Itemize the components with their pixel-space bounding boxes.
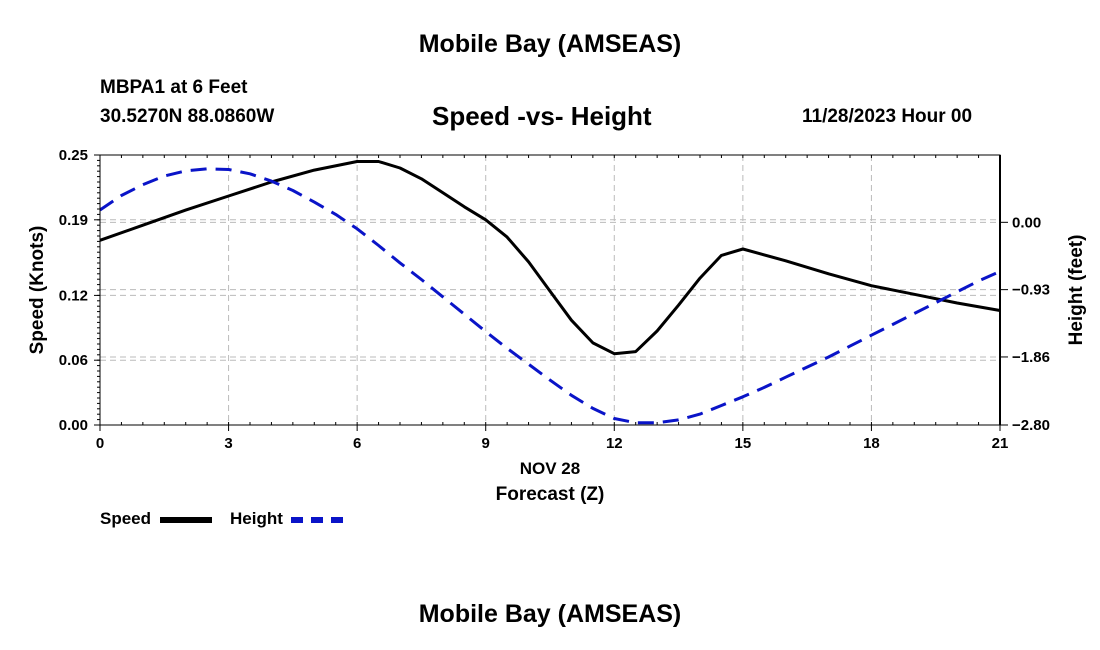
chart-series <box>99 160 1001 425</box>
y-left-tick-label: 0.25 <box>59 147 88 164</box>
forecast-datetime: 11/28/2023 Hour 00 <box>802 106 973 127</box>
x-tick-label: 18 <box>863 435 880 452</box>
legend-height-line <box>291 517 343 523</box>
legend-speed-line <box>160 517 212 523</box>
y-left-tick-label: 0.06 <box>59 352 88 369</box>
y-right-tick-label: −1.86 <box>1012 349 1050 366</box>
x-tick-label: 15 <box>735 435 752 452</box>
legend-speed-label: Speed <box>100 509 152 528</box>
chart-axes: 0 3 6 9 12 15 18 21 0.00 0.06 0.12 0.19 0.25 0.00 −0.9… <box>59 147 1050 452</box>
height-series-line <box>99 167 1001 425</box>
x-tick-label: 3 <box>224 435 232 452</box>
x-tick-label: 9 <box>482 435 490 452</box>
y-axis-left-label: Speed (Knots) <box>27 226 48 355</box>
x-tick-label: 21 <box>992 435 1009 452</box>
main-title: Mobile Bay (AMSEAS) <box>418 30 682 58</box>
footer-title: Mobile Bay (AMSEAS) <box>418 600 682 628</box>
chart-subtitle: Speed -vs- Height <box>432 101 652 131</box>
y-left-tick-label: 0.00 <box>59 417 88 434</box>
y-left-tick-label: 0.12 <box>59 287 88 304</box>
y-left-tick-label: 0.19 <box>59 212 88 229</box>
x-tick-label: 0 <box>96 435 104 452</box>
y-axis-right-label: Height (feet) <box>1066 235 1087 346</box>
y-right-tick-label: −2.80 <box>1012 417 1050 434</box>
x-axis-date-label: NOV 28 <box>520 459 580 478</box>
y-right-tick-label: −0.93 <box>1012 282 1050 299</box>
x-axis-label: Forecast (Z) <box>496 484 605 505</box>
chart-grid <box>100 155 1000 425</box>
station-label: MBPA1 at 6 Feet <box>100 77 248 98</box>
x-tick-label: 6 <box>353 435 361 452</box>
speed-series-line <box>99 160 1001 356</box>
y-right-tick-label: 0.00 <box>1012 214 1041 231</box>
x-tick-label: 12 <box>606 435 623 452</box>
legend-height-label: Height <box>230 509 283 528</box>
coordinates-label: 30.5270N 88.0860W <box>100 106 275 127</box>
